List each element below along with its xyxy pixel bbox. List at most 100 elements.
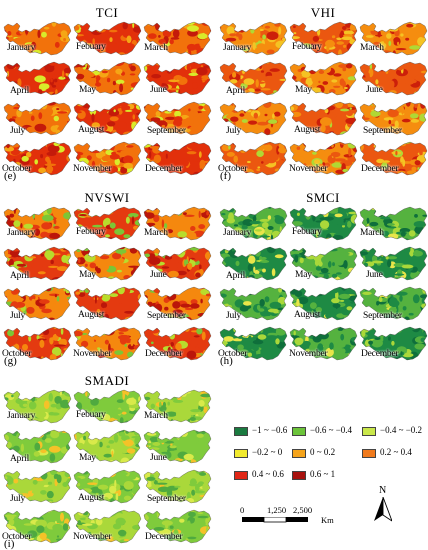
scale-label-2500: 2,500 [293,505,313,515]
month-map [142,18,212,56]
month-map [142,138,212,176]
month-map [358,138,428,176]
region-map-icon [73,389,142,424]
month-label: July [226,126,242,136]
region-map-icon [219,286,288,321]
legend-label: 0 ~ 0.2 [310,447,336,457]
scale-bar-graphic [242,517,308,523]
month-label: December [361,164,399,174]
region-map-icon [143,246,212,281]
month-label: June [150,85,167,95]
region-map-icon [143,21,212,56]
panel-letter: (e) [4,170,17,182]
panel-letter: (i) [4,538,15,550]
month-map [358,243,428,281]
month-label: January [223,43,252,53]
region-map-icon [3,21,72,56]
month-map [358,283,428,321]
legend-swatch [362,449,376,458]
month-label: Febuary [76,42,106,52]
month-map [2,283,72,321]
month-map [142,323,212,361]
region-map-icon [3,61,72,96]
region-map-icon [73,141,142,176]
month-label: July [226,311,242,321]
month-label: March [144,43,168,53]
month-map [72,386,142,424]
month-map [358,18,428,56]
month-label: Febuary [76,227,106,237]
scale-label-1250: 1,250 [267,505,287,515]
month-map [358,203,428,241]
month-map [142,426,212,464]
month-map [218,138,288,176]
month-label: July [10,126,26,136]
region-map-icon [289,206,358,241]
month-map [358,58,428,96]
panel-letter: (h) [220,355,233,367]
month-map [288,138,358,176]
month-label: August [78,125,105,135]
month-map [218,18,288,56]
month-map [288,98,358,136]
region-map-icon [3,389,72,424]
month-label: March [144,228,168,238]
legend-label: −1 ~ −0.6 [252,425,288,435]
panel-e: TCI January Febuary March April May June July Au… [2,2,212,182]
month-label: October [2,349,32,359]
month-label: June [150,270,167,280]
month-label: May [295,270,312,280]
region-map-icon [3,469,72,504]
month-map [218,283,288,321]
region-map-icon [289,21,358,56]
region-map-icon [289,326,358,361]
month-map [218,203,288,241]
month-label: April [10,86,30,96]
month-map [72,506,142,544]
region-map-icon [359,206,428,241]
region-map-icon [359,101,428,136]
month-map [2,506,72,544]
month-map [2,18,72,56]
month-label: October [2,164,32,174]
month-label: June [366,85,383,95]
legend-label: 0.4 ~ 0.6 [252,469,284,479]
legend-label: 0.2 ~ 0.4 [380,447,412,457]
region-map-icon [143,141,212,176]
panel-title: NVSWI [84,190,130,205]
month-label: November [73,164,112,174]
region-map-icon [73,286,142,321]
legend-swatch [292,471,306,480]
month-map [72,138,142,176]
month-label: November [289,349,328,359]
month-map [218,58,288,96]
region-map-icon [73,206,142,241]
region-map-icon [289,61,358,96]
month-label: May [79,85,96,95]
month-label: December [361,349,399,359]
region-map-icon [219,246,288,281]
month-label: November [73,349,112,359]
month-map [2,138,72,176]
month-map [218,323,288,361]
legend-swatch [234,471,248,480]
region-map-icon [359,326,428,361]
month-label: April [226,86,246,96]
region-map-icon [3,141,72,176]
region-map-icon [3,246,72,281]
panel-g: NVSWI January Febuary March April May June July… [2,187,212,367]
region-map-icon [3,326,72,361]
legend-label: 0.6 ~ 1 [310,469,336,479]
region-map-icon [73,246,142,281]
legend-label: −0.4 ~ −0.2 [380,425,423,435]
region-map-icon [143,389,212,424]
legend-swatch [362,427,376,436]
month-label: August [294,125,321,135]
legend-label: −0.6 ~ −0.4 [310,425,353,435]
month-label: June [150,453,167,463]
month-label: January [7,228,36,238]
month-map [288,58,358,96]
month-map [72,98,142,136]
north-arrow-icon [374,497,392,522]
region-map-icon [143,469,212,504]
